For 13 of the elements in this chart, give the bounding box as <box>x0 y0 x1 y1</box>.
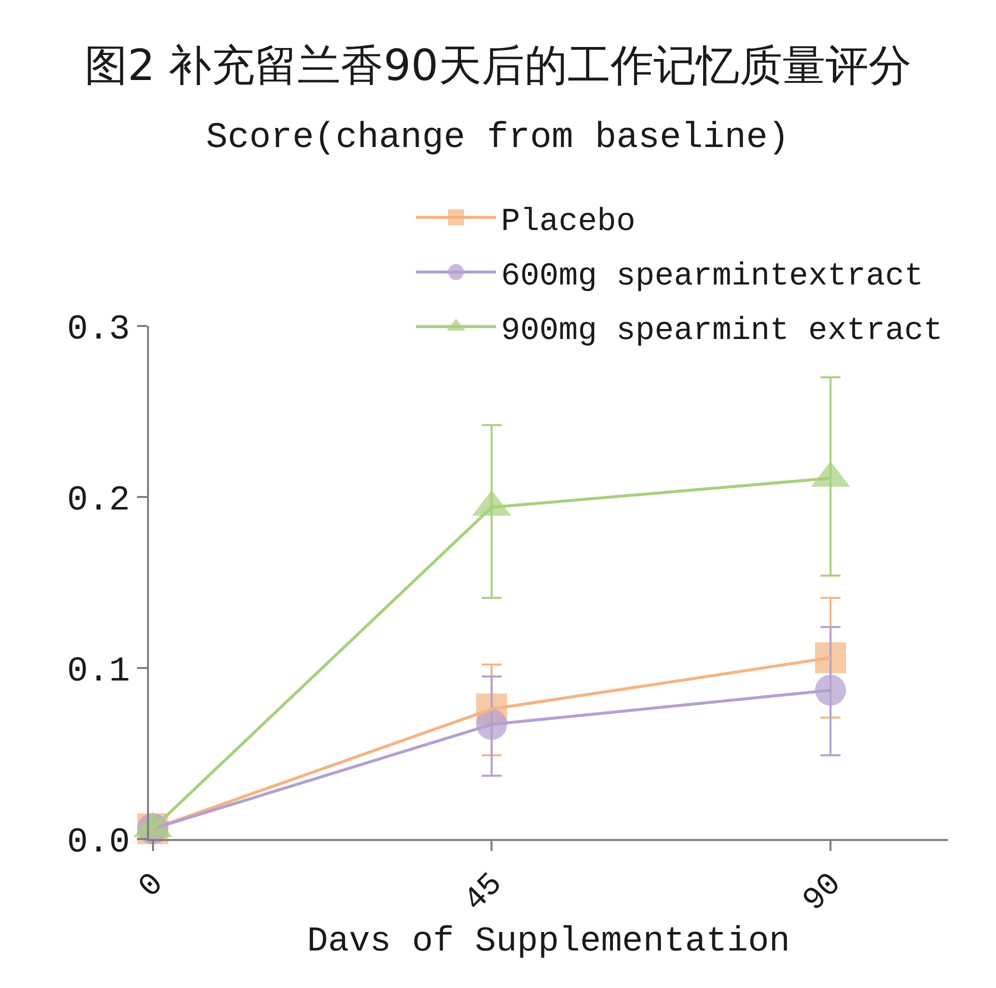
x-tick-label: 90 <box>796 866 849 919</box>
y-tick-label: 0.2 <box>66 480 130 520</box>
legend-label: Placebo <box>501 202 636 240</box>
chart-title: 图2 补充留兰香90天后的工作记忆质量评分 <box>84 41 912 92</box>
y-tick-label: 0.3 <box>66 309 130 350</box>
y-axis-title: Score(change from baseline) <box>206 117 790 158</box>
x-axis-title: Davs of Supplementation <box>306 921 790 962</box>
x-tick-label: 0 <box>131 866 172 906</box>
y-tick-label: 0.1 <box>66 651 130 692</box>
legend-label: 900mg spearmint extract <box>501 312 943 350</box>
y-tick-label: 0.0 <box>66 822 130 862</box>
legend-label: 600mg spearmintextract <box>501 258 924 295</box>
x-tick-label: 45 <box>456 866 510 919</box>
